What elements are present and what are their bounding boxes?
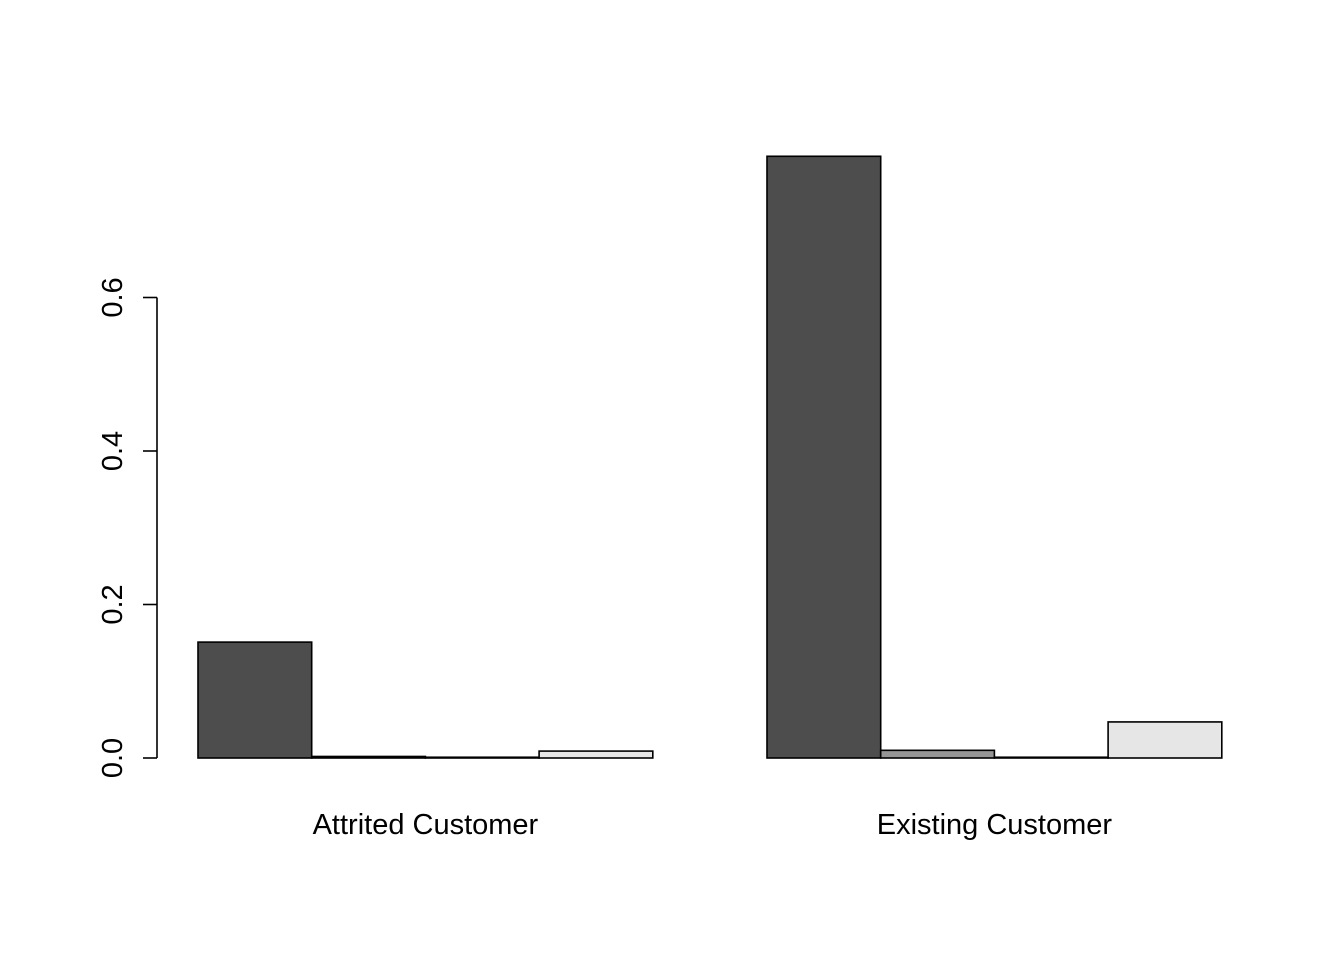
y-tick-label: 0.4 [97, 431, 129, 471]
y-tick-label: 0.2 [97, 584, 129, 624]
y-tick-label: 0.0 [97, 738, 129, 778]
bar [879, 749, 996, 759]
bars [197, 155, 1223, 759]
bar [766, 155, 882, 759]
bar [993, 756, 1109, 759]
bar [1107, 721, 1223, 759]
category-label: Existing Customer [877, 809, 1113, 841]
bar [197, 641, 313, 759]
bar [424, 756, 540, 759]
bar [538, 750, 654, 759]
category-label: Attrited Customer [313, 809, 539, 841]
category-labels: Attrited Customer Existing Customer [313, 809, 1113, 841]
y-tick-label: 0.6 [97, 277, 129, 317]
bar [310, 755, 427, 759]
y-ticks: 0.0 0.2 0.4 0.6 [97, 277, 157, 778]
y-axis: 0.0 0.2 0.4 0.6 [97, 277, 158, 778]
